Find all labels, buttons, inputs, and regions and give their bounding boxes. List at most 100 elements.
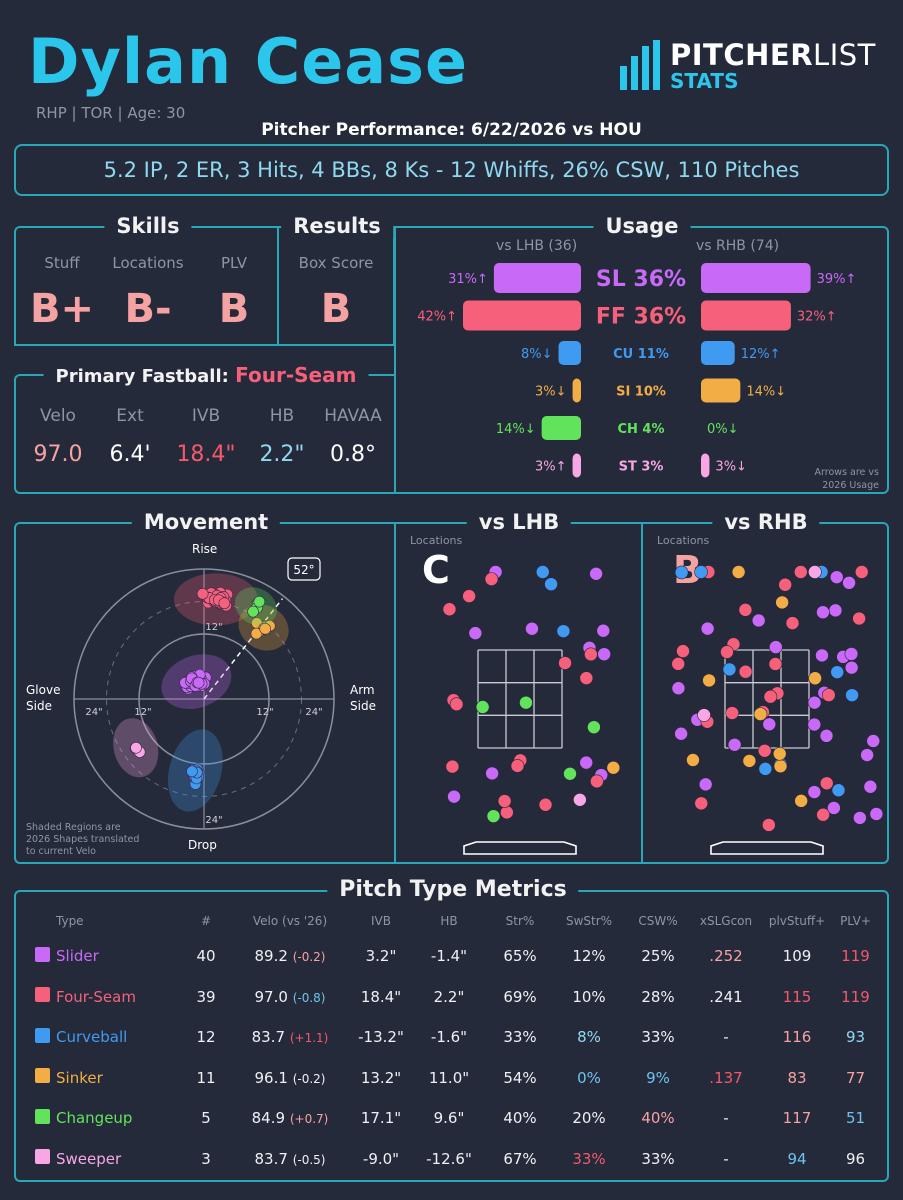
location-point-si: [753, 707, 768, 721]
box-score-grade: B: [320, 286, 352, 332]
location-point-sl: [700, 621, 715, 636]
location-point-sl: [863, 779, 878, 794]
location-point-sl: [485, 766, 499, 781]
location-point-sl: [869, 807, 884, 821]
swatch-curveball: [34, 1027, 50, 1043]
location-point-st: [808, 565, 822, 579]
usage-rhb-value: 32%↑: [797, 310, 837, 325]
location-point-sl: [727, 737, 742, 752]
csw-cell: 33%: [641, 1028, 675, 1047]
ring-label: 12": [134, 707, 151, 718]
home-plate: [710, 841, 824, 855]
ivb-cell: 17.1": [360, 1109, 402, 1128]
location-point-ff: [442, 602, 457, 617]
arm-side-label: Side: [350, 699, 376, 713]
table-row: Curveball 12 83.7 (+1.1) -13.2" -1.6" 33…: [28, 1017, 879, 1058]
usage-note-1: Arrows are vs: [814, 467, 879, 478]
location-point-sl: [762, 717, 777, 732]
arm-label: Arm: [350, 683, 375, 697]
lhb-location-chart: [442, 565, 621, 855]
location-point-cu: [535, 565, 550, 579]
type-cell: Sweeper: [56, 1149, 122, 1168]
plv-label: PLV: [220, 254, 247, 272]
glove-side-label: Side: [26, 699, 52, 713]
location-point-sl: [828, 603, 843, 618]
swatch-changeup: [34, 1108, 50, 1124]
location-point-ff: [762, 818, 776, 832]
movement-note-2: 2026 Shapes translated: [26, 834, 140, 845]
usage-bar-lhb-ff: [463, 300, 581, 331]
velo-cell: 97.0 (-0.8): [228, 977, 352, 1018]
plv-cell: 77: [845, 1068, 866, 1087]
location-point-ff: [538, 797, 553, 812]
th-ivb: IVB: [371, 914, 391, 928]
hb-cell: -12.6": [426, 1149, 472, 1168]
location-point-ff: [497, 794, 512, 808]
stuff-cell: 117: [782, 1109, 812, 1128]
hb-cell: -1.6": [430, 1028, 468, 1047]
skills-title: Skills: [104, 214, 192, 238]
location-point-ff: [720, 645, 734, 659]
csw-cell: 33%: [641, 1149, 675, 1168]
ring-label: 24": [85, 707, 102, 718]
rise-label: Rise: [192, 542, 218, 556]
usage-pitch-label: SL 36%: [596, 267, 686, 292]
usage-lhb-value: 31%↑: [448, 272, 488, 287]
usage-rhb-value: 0%↓: [707, 422, 739, 437]
movement-note-1: Shaded Regions are: [26, 822, 121, 833]
location-point-si: [808, 671, 822, 686]
location-point-sl: [860, 748, 874, 762]
skills-panel: Skills Stuff Locations PLV B+ B- B: [14, 214, 278, 346]
movement-point-sl: [192, 676, 205, 689]
location-point-ch: [587, 720, 601, 734]
location-point-sl: [844, 660, 859, 675]
location-point-ff: [768, 657, 783, 671]
location-point-cu: [830, 665, 845, 679]
stuff-cell: 116: [782, 1028, 812, 1047]
velo-value: 97.0: [254, 987, 288, 1006]
ext-label: Ext: [116, 406, 144, 426]
location-point-sl: [589, 566, 603, 581]
usage-lhb-value: 14%↓: [496, 422, 536, 437]
lhb-locations-label: Locations: [410, 534, 463, 547]
location-point-sl: [844, 647, 859, 661]
str-cell: 65%: [503, 947, 537, 966]
xslg-cell: .252: [709, 947, 743, 966]
type-cell: Slider: [56, 947, 99, 966]
th-swstr: SwStr%: [565, 914, 613, 928]
location-point-sl: [751, 613, 766, 628]
count-cell: 12: [196, 1028, 216, 1047]
usage-title: Usage: [593, 214, 691, 238]
th-type: Type: [56, 914, 84, 928]
stuff-cell: 115: [782, 987, 812, 1006]
csw-cell: 25%: [641, 947, 675, 966]
location-point-ff: [757, 743, 772, 758]
stuff-cell: 94: [787, 1149, 807, 1168]
fastball-type: Four-Seam: [235, 363, 357, 387]
location-point-si: [606, 760, 621, 775]
rhb-location-chart: [671, 565, 884, 855]
th-count: #: [200, 914, 212, 928]
pitcherlist-logo: PITCHERLIST STATS: [618, 38, 888, 94]
th-hb: HB: [440, 914, 458, 928]
metrics-title: Pitch Type Metrics: [327, 877, 579, 902]
ring-label: 24": [305, 707, 322, 718]
movement-point-ff: [196, 588, 209, 600]
velo-diff: (-0.2): [292, 1071, 326, 1086]
usage-bar-lhb-ch: [541, 416, 581, 440]
swstr-cell: 0%: [577, 1068, 601, 1087]
results-panel: Results Box Score B: [277, 214, 395, 346]
location-point-ff: [590, 774, 604, 789]
location-point-ff: [671, 657, 686, 671]
velo-cell: 83.7 (+1.1): [228, 1017, 352, 1058]
xslg-cell: .241: [709, 987, 743, 1006]
location-point-sl: [815, 648, 829, 663]
results-title: Results: [281, 214, 393, 238]
glove-label: Glove: [26, 683, 61, 697]
ring-label: 24": [205, 815, 222, 826]
location-point-ff: [785, 616, 800, 630]
usage-pitch-label: CU 11%: [613, 347, 669, 362]
location-point-cu: [556, 624, 571, 638]
location-point-cu: [694, 565, 708, 579]
type-cell: Changeup: [56, 1109, 133, 1128]
